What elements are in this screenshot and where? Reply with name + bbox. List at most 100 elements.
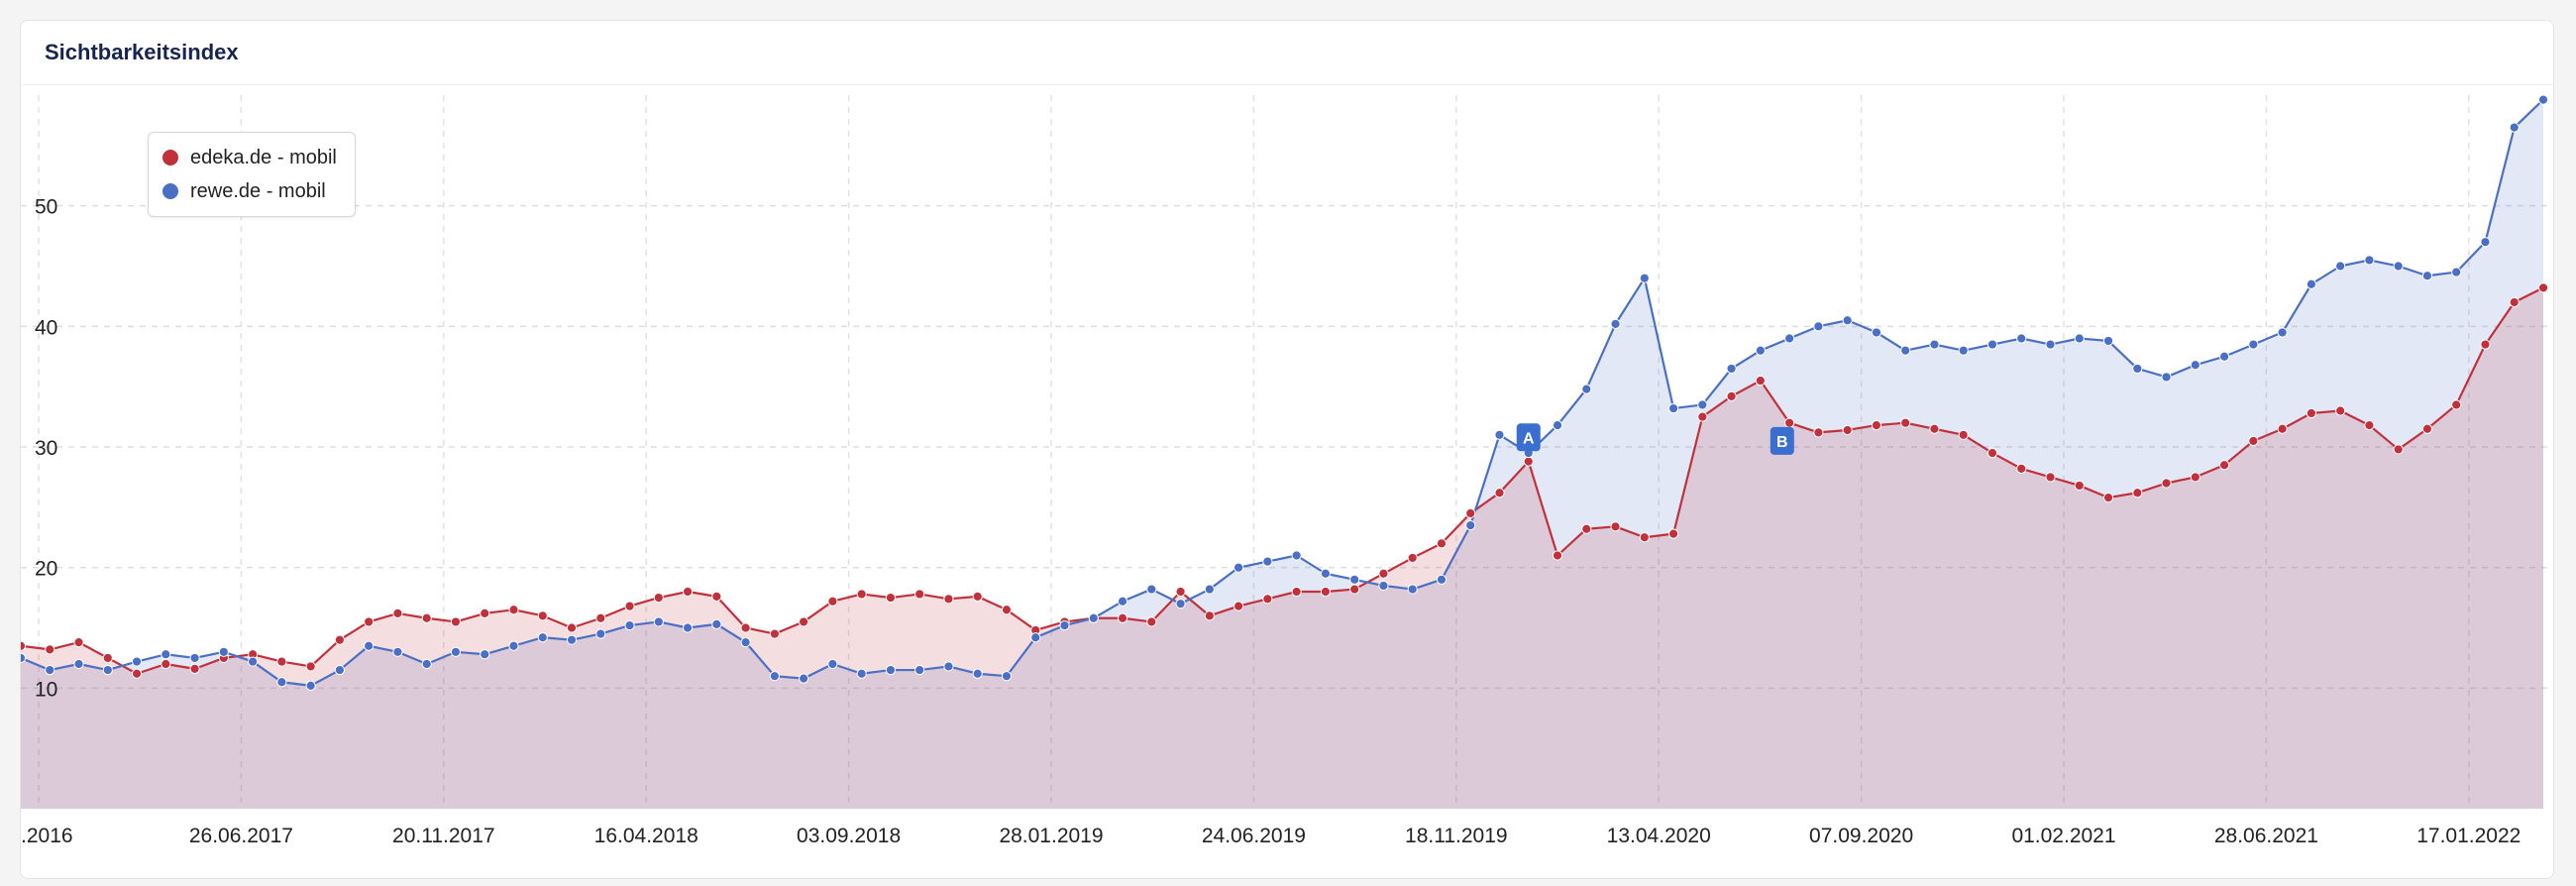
data-point-rewe [2161,372,2172,383]
legend-item-edeka[interactable]: edeka.de - mobil [162,141,337,174]
data-point-edeka [1291,586,1302,598]
data-point-edeka [161,658,171,670]
data-point-edeka [1175,586,1186,598]
legend-item-rewe[interactable]: rewe.de - mobil [162,174,337,208]
data-point-rewe [972,668,983,679]
data-point-edeka [2393,444,2404,455]
area-rewe [21,99,2543,810]
data-point-edeka [2364,420,2375,431]
data-point-edeka [972,591,983,602]
data-point-edeka [1697,411,1708,422]
data-point-edeka [2045,472,2056,483]
legend-label-rewe: rewe.de - mobil [190,180,326,202]
data-point-edeka [2306,407,2316,419]
data-point-edeka [1755,375,1766,387]
x-tick-label: 07.09.2020 [1809,825,1913,847]
data-point-edeka [21,640,27,651]
data-point-rewe [421,658,432,670]
data-point-rewe [102,664,113,676]
data-point-edeka [943,594,954,605]
data-point-rewe [914,664,925,676]
data-point-edeka [1784,417,1795,428]
data-point-edeka [1842,424,1853,436]
data-point-rewe [2421,271,2433,281]
data-point-rewe [1755,345,1766,356]
data-point-edeka [799,616,809,627]
data-point-rewe [2277,327,2288,338]
data-point-edeka [189,663,200,674]
data-point-edeka [1726,390,1737,401]
data-point-rewe [1436,574,1448,585]
data-point-edeka [2509,296,2520,308]
data-point-rewe [508,640,519,651]
x-tick-label: 03.09.2018 [797,825,901,847]
data-point-rewe [1929,339,1940,350]
x-tick-label: 24.06.2019 [1202,825,1306,847]
data-point-rewe [73,658,84,670]
data-point-rewe [161,649,171,660]
data-point-rewe [2537,94,2549,105]
data-point-rewe [1813,321,1824,332]
data-point-edeka [102,652,113,664]
data-point-rewe [1900,345,1911,356]
chart-lines [21,98,2544,687]
data-point-rewe [827,658,838,670]
data-point-rewe [1234,562,1244,573]
annotation-marker-a[interactable]: A [1516,423,1541,452]
data-point-rewe [2451,267,2462,277]
data-point-rewe [1667,402,1679,414]
x-tick-label: 26.06.2017 [189,825,293,847]
data-point-edeka [1900,417,1911,428]
data-point-rewe [364,640,375,651]
x-tick-label: 17.01.2022 [2416,825,2521,847]
data-point-edeka [537,610,548,621]
x-tick-label: 01.02.2021 [2011,825,2115,847]
data-point-edeka [1581,523,1592,534]
data-point-rewe [2393,261,2404,272]
y-tick-label: 50 [35,196,57,219]
data-point-edeka [2102,493,2114,503]
data-point-rewe [769,671,780,682]
data-point-edeka [421,612,432,623]
data-point-rewe [1494,429,1505,440]
data-point-edeka [480,608,490,619]
data-point-edeka [1436,538,1448,549]
data-point-rewe [2306,278,2316,289]
data-point-edeka [450,616,462,627]
data-point-rewe [1349,574,1360,585]
y-tick-label: 40 [35,316,57,339]
data-point-edeka [2537,282,2549,293]
data-point-edeka [2335,405,2346,416]
data-point-rewe [1117,596,1128,607]
data-point-edeka [1871,420,1882,431]
data-point-rewe [1059,619,1070,631]
data-point-edeka [1667,528,1679,539]
annotation-marker-b[interactable]: B [1770,426,1794,455]
data-point-rewe [624,619,635,631]
chart-legend: edeka.de - mobil rewe.de - mobil [148,132,356,217]
data-point-rewe [2248,339,2259,350]
data-point-edeka [1610,521,1621,532]
data-point-rewe [2132,363,2143,375]
data-point-edeka [1986,447,1998,459]
data-point-edeka [2451,399,2462,410]
data-point-edeka [2161,478,2172,489]
data-point-rewe [189,652,200,664]
data-point-edeka [827,596,838,607]
x-tick-label: 28.01.2019 [999,825,1103,847]
data-point-edeka [2190,472,2200,483]
data-point-rewe [1610,318,1621,329]
data-point-edeka [682,586,694,598]
data-point-rewe [276,677,287,688]
data-point-edeka [364,616,375,627]
data-point-rewe [653,616,664,627]
data-point-rewe [1784,333,1795,344]
data-point-rewe [885,664,897,676]
data-point-edeka [885,592,897,604]
data-point-rewe [856,668,867,679]
data-point-edeka [769,628,780,639]
data-point-edeka [1465,507,1476,519]
data-point-edeka [1958,429,1969,440]
